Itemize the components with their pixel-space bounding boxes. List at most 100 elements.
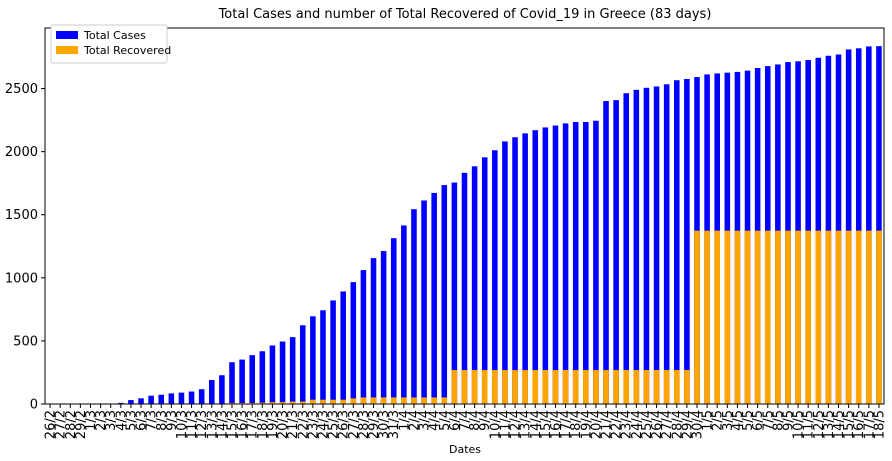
bar-total-recovered-18-4 [572, 370, 579, 404]
x-tick-label: 22/3 [296, 410, 311, 439]
bar-total-recovered-16-5 [855, 230, 862, 404]
x-tick-label: 26/4 [650, 410, 665, 439]
x-tick-label: 19/3 [266, 410, 281, 439]
bar-total-recovered-10-4 [492, 370, 498, 404]
bar-total-cases-7-3 [148, 395, 154, 404]
x-tick-label: 26/3 [337, 410, 352, 439]
bar-total-recovered-7-5 [764, 230, 771, 404]
legend-swatch-total-cases [56, 31, 78, 39]
bar-total-recovered-16-3 [239, 402, 245, 404]
bar-total-cases-29-3 [370, 258, 377, 404]
x-tick-label: 27/3 [347, 410, 362, 439]
x-tick-label: 4/5 [731, 410, 746, 431]
chart-title: Total Cases and number of Total Recovere… [218, 7, 712, 22]
x-tick-label: 9/3 [165, 410, 180, 431]
bar-total-cases-8-3 [158, 394, 165, 404]
x-tick-label: 5/3 [124, 410, 139, 431]
bar-total-cases-21-4 [603, 101, 609, 404]
legend-label-total-recovered: Total Recovered [83, 44, 171, 57]
x-tick-label: 29/2 [74, 410, 89, 439]
bar-total-recovered-4-5 [734, 230, 741, 404]
bar-total-cases-4-4 [431, 192, 437, 404]
bar-total-recovered-9-5 [785, 230, 791, 404]
x-tick-label: 30/4 [690, 410, 705, 439]
x-tick-label: 28/3 [357, 410, 372, 439]
x-tick-label: 18/5 [872, 410, 887, 439]
bar-total-cases-11-3 [188, 391, 195, 404]
bar-total-recovered-21-4 [603, 370, 609, 404]
x-tick-label: 6/4 [448, 410, 463, 431]
bar-total-cases-17-4 [562, 123, 569, 404]
bar-total-cases-28-4 [674, 80, 680, 405]
x-tick-label: 11/3 [185, 410, 200, 439]
bar-total-cases-19-3 [269, 345, 276, 404]
bar-total-recovered-14-4 [532, 370, 539, 404]
bar-total-cases-27-4 [663, 84, 670, 405]
x-tick-label: 28/4 [670, 410, 685, 439]
bar-total-recovered-1-4 [401, 397, 407, 404]
x-tick-label: 3/3 [104, 410, 119, 431]
bar-total-cases-26-4 [653, 86, 660, 405]
bar-total-cases-22-4 [613, 100, 619, 405]
x-tick-label: 23/4 [620, 410, 635, 439]
x-tick-label: 1/5 [701, 410, 716, 431]
bar-total-recovered-8-4 [471, 370, 478, 404]
bar-total-recovered-27-3 [350, 398, 357, 404]
bar-total-recovered-22-4 [613, 370, 619, 404]
x-tick-label: 23/3 [306, 410, 321, 439]
x-tick-label: 8/5 [771, 410, 786, 431]
bar-total-recovered-23-4 [623, 370, 630, 404]
bar-total-recovered-25-3 [330, 399, 336, 404]
x-tick-label: 5/4 [438, 410, 453, 431]
x-tick-label: 4/3 [114, 410, 129, 431]
bar-total-recovered-26-3 [340, 399, 346, 404]
x-tick-label: 8/4 [468, 410, 483, 431]
bar-total-recovered-2-5 [714, 230, 720, 404]
bar-total-cases-19-4 [583, 122, 589, 404]
bar-total-cases-16-5 [855, 48, 862, 405]
x-tick-label: 11/4 [498, 410, 513, 439]
bar-total-cases-1-4 [401, 225, 407, 404]
bar-total-recovered-31-3 [390, 397, 397, 404]
bar-total-cases-7-4 [461, 172, 468, 404]
x-tick-label: 15/3 [226, 410, 241, 439]
legend-label-total-cases: Total Cases [83, 29, 146, 42]
legend-swatch-total-recovered [56, 46, 78, 54]
y-tick-label: 1000 [5, 271, 38, 286]
bar-total-recovered-22-3 [299, 401, 306, 404]
bar-total-recovered-16-4 [552, 370, 559, 404]
bar-total-cases-28-3 [360, 270, 367, 404]
x-tick-label: 3/4 [418, 410, 433, 431]
bar-total-recovered-24-3 [320, 399, 326, 404]
x-tick-label: 4/4 [428, 410, 443, 431]
bar-total-recovered-17-5 [866, 230, 872, 404]
bar-total-cases-14-5 [835, 54, 842, 404]
x-axis-title: Dates [449, 443, 481, 456]
bar-total-recovered-5-4 [441, 397, 448, 404]
bar-total-cases-10-3 [178, 392, 185, 404]
bar-total-cases-16-4 [552, 125, 559, 404]
bar-total-cases-26-3 [340, 291, 346, 404]
bar-total-cases-15-4 [542, 127, 549, 405]
x-tick-label: 13/5 [822, 410, 837, 439]
bar-total-cases-5-4 [441, 185, 448, 404]
bar-total-cases-8-4 [471, 166, 478, 404]
bar-total-recovered-14-5 [835, 230, 842, 404]
x-tick-label: 19/4 [579, 410, 594, 439]
bar-total-cases-6-4 [451, 182, 458, 404]
x-tick-label: 15/4 [539, 410, 554, 439]
bar-total-recovered-12-5 [815, 230, 822, 404]
bar-total-recovered-27-4 [663, 370, 670, 404]
y-tick-label: 1500 [5, 208, 38, 223]
bar-total-cases-20-4 [593, 120, 599, 405]
bar-total-recovered-15-5 [845, 230, 852, 404]
x-tick-label: 7/4 [458, 410, 473, 431]
bar-total-cases-24-3 [320, 310, 326, 404]
x-tick-label: 10/3 [175, 410, 190, 439]
x-tick-label: 20/3 [276, 410, 291, 439]
x-tick-label: 17/4 [559, 410, 574, 439]
x-tick-label: 14/5 [832, 410, 847, 439]
x-tick-label: 21/3 [286, 410, 301, 439]
bar-total-recovered-25-4 [643, 370, 650, 404]
